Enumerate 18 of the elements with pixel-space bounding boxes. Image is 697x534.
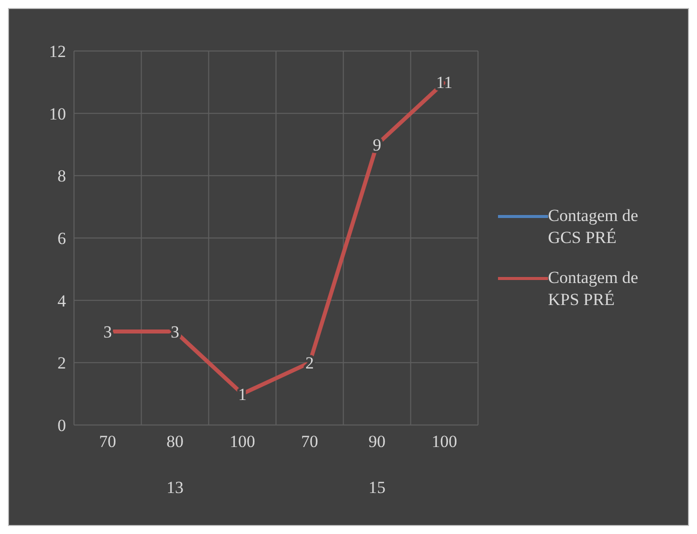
x-tick-label: 70 <box>301 432 318 451</box>
y-tick-label: 12 <box>49 42 66 62</box>
x-tick-label: 80 <box>166 432 184 451</box>
y-tick-label: 10 <box>49 104 66 124</box>
y-tick-label: 2 <box>58 354 66 373</box>
data-label: 2 <box>305 354 314 373</box>
y-tick-label: 8 <box>58 166 66 186</box>
y-tick-label: 0 <box>58 416 66 436</box>
legend-label: Contagem de GCS PRÉ <box>548 205 640 249</box>
x-tick-label: 90 <box>368 432 386 451</box>
x-tick-label: 100 <box>432 432 458 451</box>
y-tick-label: 6 <box>58 229 66 248</box>
text: 13 <box>166 478 184 497</box>
y-tick-label: 4 <box>58 291 66 310</box>
x-tick-label: 100 <box>230 432 256 451</box>
text: 15 <box>368 478 386 497</box>
legend-label: Contagem de KPS PRÉ <box>548 267 640 311</box>
x-tick-label: 70 <box>99 432 116 451</box>
